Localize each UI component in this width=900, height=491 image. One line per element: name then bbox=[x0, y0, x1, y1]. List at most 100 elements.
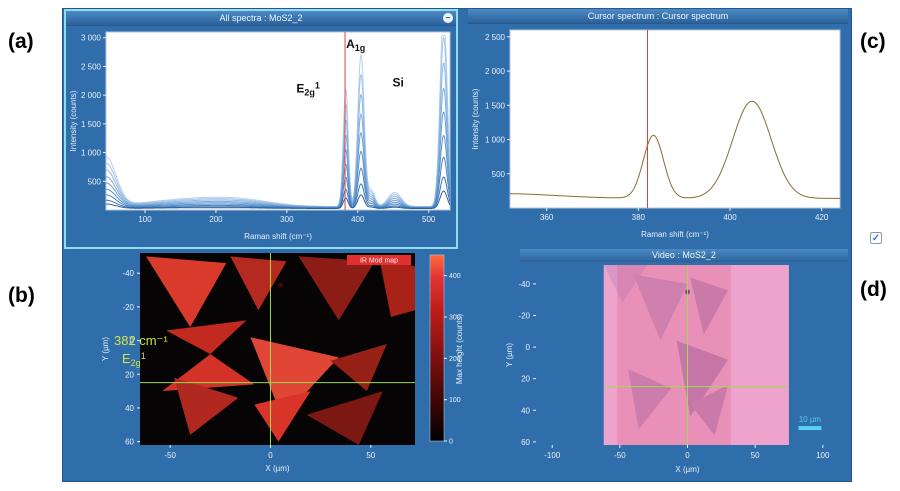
colorbar-tick-label: 300 bbox=[449, 315, 461, 322]
map-marker-dot bbox=[278, 282, 284, 288]
video-panel[interactable]: -100 -50 0 50 100 -40 -20 0 20 40 60 X (µm) Y (µm) 10… bbox=[500, 263, 852, 485]
y-tick-label: 1 000 bbox=[485, 136, 506, 145]
x-tick-label: 50 bbox=[366, 451, 375, 460]
y-tick-label: 40 bbox=[521, 406, 530, 415]
spectrum-checkbox[interactable]: ✓ bbox=[870, 232, 882, 244]
map-flake bbox=[306, 391, 383, 445]
x-tick-label: -50 bbox=[614, 451, 626, 460]
cursor-spectrum-titlebar[interactable]: Cursor spectrum : Cursor spectrum bbox=[468, 9, 848, 24]
y-tick-label: 1 500 bbox=[485, 101, 506, 110]
y-tick-label: 2 000 bbox=[81, 91, 102, 100]
colorbar-tick-label: 200 bbox=[449, 356, 461, 363]
all-spectra-title: All spectra : MoS2_2 bbox=[219, 13, 303, 23]
x-tick-label: 300 bbox=[280, 215, 294, 224]
x-tick-label: 50 bbox=[751, 451, 760, 460]
y-tick-label: 1 000 bbox=[81, 149, 102, 158]
map-flake bbox=[174, 377, 239, 435]
y-tick-label: 500 bbox=[88, 177, 102, 186]
minimize-icon[interactable]: – bbox=[443, 13, 453, 23]
y-tick-label: 3 000 bbox=[81, 34, 102, 43]
y-tick-label: 60 bbox=[125, 438, 134, 447]
video-flake bbox=[690, 277, 729, 335]
cursor-spectrum-plot[interactable]: 360 380 400 420 500 1 000 1 500 2 000 2 500 Raman… bbox=[468, 24, 848, 245]
spectrum-trace bbox=[106, 62, 450, 208]
x-axis-title: X (µm) bbox=[675, 465, 699, 474]
map-flake bbox=[254, 391, 311, 442]
y-tick-label: -20 bbox=[518, 312, 530, 321]
spectrum-trace bbox=[106, 35, 450, 208]
colorbar-title: Max height (counts) bbox=[455, 314, 464, 385]
figure-label-b: (b) bbox=[8, 284, 35, 307]
spectrum-trace bbox=[106, 156, 450, 209]
x-tick-label: 360 bbox=[540, 213, 554, 222]
map-annotation-mode: E2g1 bbox=[122, 351, 146, 368]
map-flake bbox=[298, 256, 375, 321]
map-annotation-wavenumber: 382 cm⁻¹ bbox=[114, 333, 168, 348]
x-tick-label: 380 bbox=[632, 213, 646, 222]
colorbar[interactable] bbox=[429, 254, 445, 442]
colorbar-tick-label: 400 bbox=[449, 273, 461, 280]
colorbar-tick-label: 0 bbox=[449, 439, 453, 446]
y-tick-label: 60 bbox=[521, 438, 530, 447]
y-axis-title: Y (µm) bbox=[101, 337, 110, 361]
spectrum-trace bbox=[106, 36, 450, 208]
y-tick-label: -20 bbox=[122, 303, 134, 312]
x-tick-label: -50 bbox=[164, 451, 176, 460]
y-tick-label: 0 bbox=[130, 337, 135, 346]
figure-label-c: (c) bbox=[860, 30, 886, 53]
map-region-overlay bbox=[617, 265, 731, 445]
x-tick-label: 420 bbox=[815, 213, 829, 222]
y-tick-label: 1 500 bbox=[81, 120, 102, 129]
x-tick-label: 100 bbox=[816, 451, 830, 460]
colorbar-tick-label: 100 bbox=[449, 397, 461, 404]
scale-bar-label: 10 µm bbox=[799, 415, 822, 424]
video-titlebar[interactable]: Video : MoS2_2 bbox=[520, 249, 848, 262]
spectrum-trace bbox=[510, 100, 840, 199]
peak-label: Si bbox=[393, 76, 404, 90]
y-tick-label: 0 bbox=[526, 343, 531, 352]
y-axis-title: Intensity (counts) bbox=[471, 88, 480, 149]
y-tick-label: -40 bbox=[122, 269, 134, 278]
all-spectra-plot[interactable]: 100 200 300 400 500 500 1 000 1 500 2 000 2 500 3 … bbox=[66, 26, 456, 247]
map-badge[interactable] bbox=[347, 255, 411, 265]
y-tick-label: 2 500 bbox=[81, 62, 102, 71]
x-tick-label: 100 bbox=[138, 215, 152, 224]
spectrum-trace bbox=[106, 111, 450, 208]
y-tick-label: 40 bbox=[125, 404, 134, 413]
spectrum-trace bbox=[106, 87, 450, 208]
peak-label: E2g1 bbox=[296, 80, 320, 97]
figure-label-d: (d) bbox=[860, 278, 887, 301]
x-tick-label: 0 bbox=[268, 451, 273, 460]
map-flake bbox=[378, 256, 415, 317]
y-tick-label: 20 bbox=[521, 375, 530, 384]
video-flake bbox=[690, 385, 729, 436]
all-spectra-panel[interactable]: All spectra : MoS2_2 – 100 200 300 400 500 50… bbox=[64, 9, 458, 249]
x-tick-label: -100 bbox=[544, 451, 561, 460]
peak-label: A1g bbox=[346, 37, 365, 53]
scale-bar bbox=[798, 426, 822, 431]
map-flake bbox=[230, 256, 287, 311]
x-tick-label: 500 bbox=[422, 215, 436, 224]
x-tick-label: 400 bbox=[351, 215, 365, 224]
spectrum-trace bbox=[106, 190, 450, 209]
y-axis-title: Intensity (counts) bbox=[69, 90, 78, 151]
y-tick-label: 500 bbox=[492, 170, 506, 179]
figure-label-a: (a) bbox=[8, 30, 34, 53]
video-flake bbox=[628, 369, 672, 430]
map-flake bbox=[330, 343, 387, 392]
plot-background[interactable] bbox=[105, 31, 451, 211]
y-tick-label: -40 bbox=[518, 280, 530, 289]
cursor-spectrum-title: Cursor spectrum : Cursor spectrum bbox=[587, 11, 729, 21]
cursor-spectrum-panel[interactable]: Cursor spectrum : Cursor spectrum 360 380… bbox=[468, 9, 848, 249]
raman-map-panel[interactable]: -50 0 50 -40 -20 0 20 40 60 X (µm) Y (µm) IR Mod ma… bbox=[96, 247, 472, 481]
y-tick-label: 2 000 bbox=[485, 67, 506, 76]
x-tick-label: 0 bbox=[685, 451, 690, 460]
map-flake bbox=[166, 320, 247, 355]
all-spectra-titlebar[interactable]: All spectra : MoS2_2 – bbox=[66, 11, 456, 26]
x-tick-label: 200 bbox=[209, 215, 223, 224]
plot-background[interactable] bbox=[509, 29, 841, 209]
video-title: Video : MoS2_2 bbox=[652, 250, 716, 260]
video-flake bbox=[676, 340, 729, 417]
x-axis-title: Raman shift (cm⁻¹) bbox=[244, 232, 312, 241]
